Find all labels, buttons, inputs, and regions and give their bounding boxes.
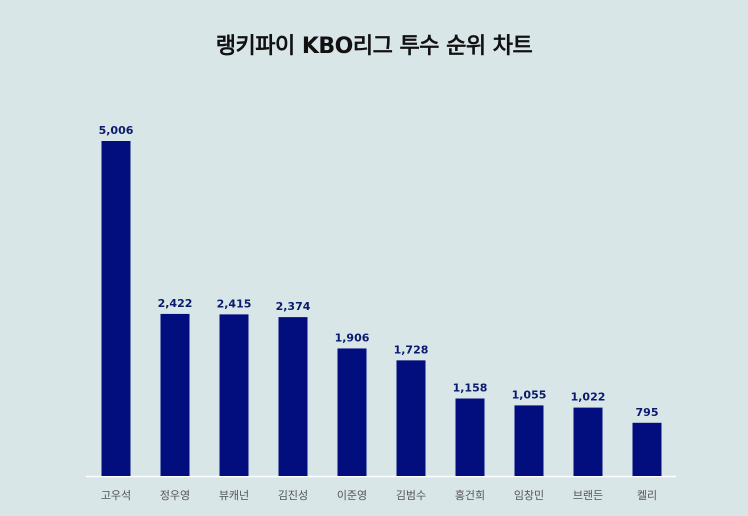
- bar-김진성: [278, 317, 308, 476]
- bar-브랜든: [573, 407, 603, 476]
- data-label: 2,374: [276, 300, 311, 313]
- data-label: 1,158: [453, 382, 488, 395]
- x-tick-label: 정우영: [160, 489, 190, 502]
- x-tick-label: 김진성: [278, 489, 308, 502]
- data-label: 1,728: [394, 343, 429, 356]
- data-label: 795: [636, 406, 659, 419]
- bar-임창민: [514, 405, 544, 476]
- bar-이준영: [337, 348, 367, 476]
- data-label: 2,422: [158, 297, 193, 310]
- data-label: 5,006: [99, 124, 134, 137]
- x-tick-label: 이준영: [337, 489, 367, 502]
- x-tick-label: 고우석: [101, 489, 131, 502]
- x-tick-label: 홍건희: [455, 488, 485, 502]
- bar-뷰캐넌: [219, 314, 249, 476]
- x-tick-label: 임창민: [514, 489, 544, 502]
- x-tick-label: 김범수: [396, 489, 426, 502]
- data-label: 1,055: [512, 388, 547, 401]
- data-label: 2,415: [217, 297, 252, 310]
- data-label: 1,906: [335, 331, 370, 344]
- chart-title: 랭키파이 KBO리그 투수 순위 차트: [215, 34, 533, 59]
- bar-김범수: [396, 360, 426, 476]
- x-tick-label: 뷰캐넌: [219, 489, 249, 502]
- x-tick-label: 켈리: [637, 489, 657, 502]
- bar-정우영: [160, 313, 190, 476]
- bar-홍건희: [455, 398, 485, 476]
- x-tick-label: 브랜든: [573, 489, 603, 502]
- bar-켈리: [632, 422, 662, 476]
- data-label: 1,022: [571, 391, 606, 404]
- bar-고우석: [101, 141, 131, 476]
